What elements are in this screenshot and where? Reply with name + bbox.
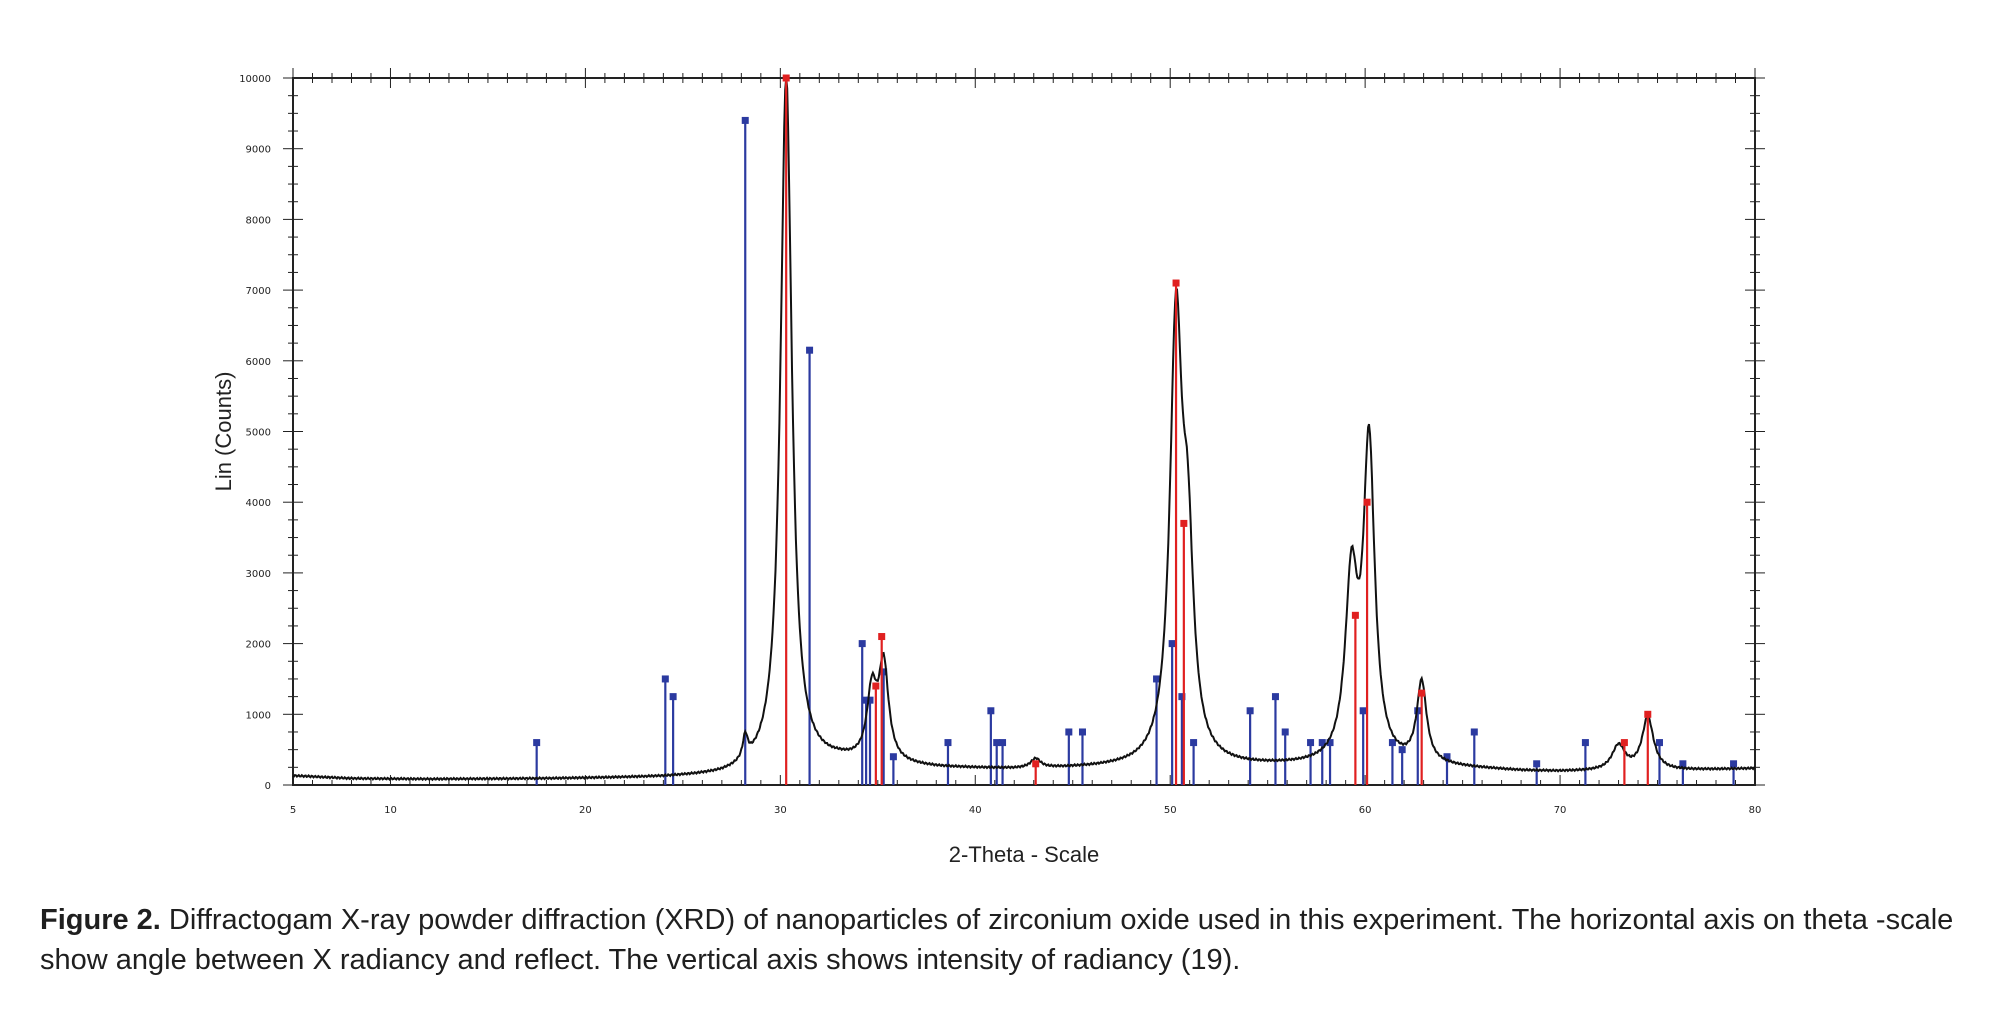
plot-frame bbox=[292, 77, 1756, 786]
red-reference-peak-marker bbox=[1620, 739, 1628, 747]
blue-reference-peak-marker bbox=[944, 739, 952, 747]
y-tick-label: 9000 bbox=[246, 145, 271, 156]
red-reference-peak-marker bbox=[1172, 279, 1180, 287]
y-tick-label: 1000 bbox=[246, 710, 271, 721]
blue-reference-peak-marker bbox=[1655, 739, 1663, 747]
blue-reference-peak-marker bbox=[1398, 746, 1406, 754]
blue-reference-peak-marker bbox=[1388, 739, 1396, 747]
red-reference-peak-marker bbox=[872, 682, 880, 690]
x-tick-label: 5 bbox=[290, 805, 296, 816]
xrd-chart: 5 10 20 30 40 50 60 70 80 0 1000 2000 3000 4000 5000 60… bbox=[211, 68, 1765, 867]
blue-reference-peak-marker bbox=[1246, 707, 1254, 715]
blue-reference-peak-marker bbox=[1730, 760, 1738, 768]
red-reference-peak-marker bbox=[1032, 760, 1040, 768]
blue-reference-peak-marker bbox=[993, 739, 1001, 747]
y-tick-label: 0 bbox=[265, 781, 271, 792]
red-reference-peak-marker bbox=[1418, 689, 1426, 697]
y-tick-label: 6000 bbox=[246, 357, 271, 368]
blue-reference-peak-marker bbox=[1190, 739, 1198, 747]
diffraction-pattern-line bbox=[292, 77, 1756, 782]
y-tick-label: 4000 bbox=[246, 498, 271, 509]
blue-reference-peak-marker bbox=[1470, 728, 1478, 736]
blue-reference-peak-marker bbox=[889, 753, 897, 761]
blue-reference-peak-marker bbox=[1679, 760, 1687, 768]
x-tick-label: 30 bbox=[774, 805, 787, 816]
red-reference-peak-marker bbox=[782, 74, 790, 82]
blue-reference-peak-marker bbox=[1178, 693, 1186, 701]
red-reference-peak-marker bbox=[1363, 498, 1371, 506]
x-tick-label: 80 bbox=[1749, 805, 1762, 816]
red-reference-peak-marker bbox=[1180, 519, 1188, 527]
blue-reference-peak-marker bbox=[1533, 760, 1541, 768]
red-reference-peak-marker bbox=[1644, 710, 1652, 718]
blue-reference-peak-marker bbox=[999, 739, 1007, 747]
blue-reference-peak-marker bbox=[858, 640, 866, 648]
blue-reference-peak-marker bbox=[987, 707, 995, 715]
blue-reference-peak-marker bbox=[1581, 739, 1589, 747]
blue-reference-peak-marker bbox=[862, 696, 870, 704]
blue-reference-peak-marker bbox=[533, 739, 541, 747]
blue-reference-peak-marker bbox=[1307, 739, 1315, 747]
blue-reference-peak-marker bbox=[669, 693, 677, 701]
blue-reference-peak-marker bbox=[866, 696, 874, 704]
x-tick-label: 60 bbox=[1359, 805, 1372, 816]
y-tick-label: 10000 bbox=[239, 74, 271, 85]
blue-reference-peak-marker bbox=[880, 668, 888, 676]
x-axis-label: 2-Theta - Scale bbox=[949, 842, 1099, 867]
blue-reference-peak-marker bbox=[1271, 693, 1279, 701]
y-tick-label: 7000 bbox=[246, 286, 271, 297]
y-tick-label: 5000 bbox=[246, 428, 271, 439]
blue-reference-peak-marker bbox=[1153, 675, 1161, 683]
blue-reference-peak-marker bbox=[661, 675, 669, 683]
blue-reference-peak-marker bbox=[1065, 728, 1073, 736]
blue-reference-peak-marker bbox=[806, 346, 814, 354]
x-tick-label: 20 bbox=[579, 805, 592, 816]
blue-reference-peak-marker bbox=[1443, 753, 1451, 761]
red-reference-peak-marker bbox=[878, 633, 886, 641]
y-tick-label: 2000 bbox=[246, 640, 271, 651]
blue-reference-peak-marker bbox=[1326, 739, 1334, 747]
blue-reference-peak-marker bbox=[741, 116, 749, 124]
caption-label: Figure 2. bbox=[40, 904, 161, 936]
figure-caption: Figure 2. Diffractogam X-ray powder diff… bbox=[40, 900, 1970, 980]
blue-reference-peak-marker bbox=[1318, 739, 1326, 747]
blue-reference-peak-marker bbox=[1281, 728, 1289, 736]
blue-reference-peak-marker bbox=[1168, 640, 1176, 648]
blue-reference-peak-marker bbox=[1078, 728, 1086, 736]
y-axis-label: Lin (Counts) bbox=[211, 372, 236, 492]
x-tick-label: 70 bbox=[1554, 805, 1567, 816]
x-tick-label: 10 bbox=[384, 805, 397, 816]
x-tick-label: 40 bbox=[969, 805, 982, 816]
red-reference-peak-marker bbox=[1351, 611, 1359, 619]
y-tick-label: 8000 bbox=[246, 215, 271, 226]
blue-reference-peak-marker bbox=[1359, 707, 1367, 715]
x-tick-label: 50 bbox=[1164, 805, 1177, 816]
y-tick-label: 3000 bbox=[246, 569, 271, 580]
caption-text: Diffractogam X-ray powder diffraction (X… bbox=[40, 904, 1954, 976]
